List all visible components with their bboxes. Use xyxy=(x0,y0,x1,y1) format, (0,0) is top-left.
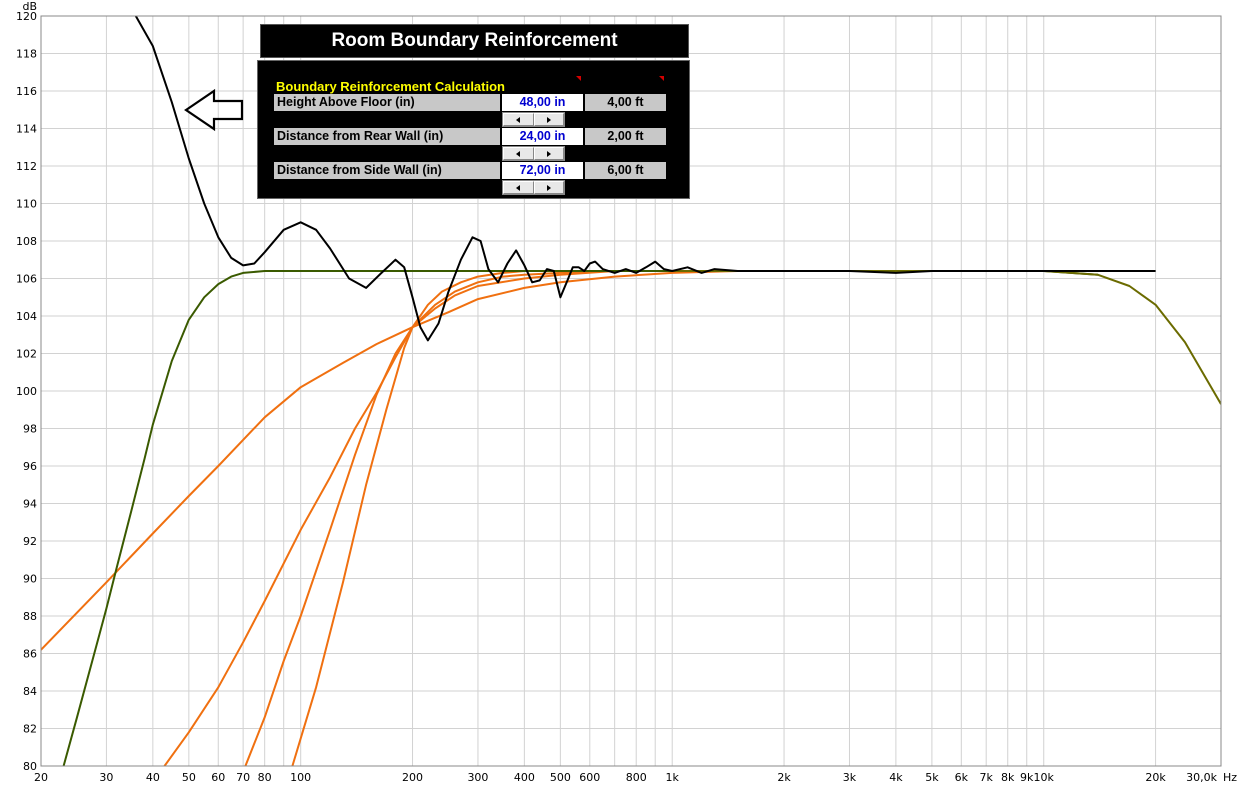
y-tick-label: 98 xyxy=(23,423,37,436)
param-label-side-wall: Distance from Side Wall (in) xyxy=(274,162,500,179)
height-spinner[interactable] xyxy=(502,112,565,127)
y-tick-label: 120 xyxy=(16,10,37,23)
x-tick-label: 200 xyxy=(402,771,423,784)
rear-wall-decrease-button[interactable] xyxy=(503,147,534,160)
x-tick-label: 400 xyxy=(514,771,535,784)
y-tick-label: 114 xyxy=(16,123,37,136)
y-tick-label: 106 xyxy=(16,273,37,286)
rear-wall-increase-button[interactable] xyxy=(533,147,564,160)
plot-border xyxy=(40,15,1222,767)
x-tick-label: 4k xyxy=(889,771,903,784)
param-row-side-wall: Distance from Side Wall (in) 72,00 in 6,… xyxy=(274,162,666,179)
side-wall-converted: 6,00 ft xyxy=(585,162,666,179)
y-tick-label: 118 xyxy=(16,48,37,61)
boundary-response-line xyxy=(163,270,673,766)
y-tick-label: 112 xyxy=(16,160,37,173)
height-converted: 4,00 ft xyxy=(585,94,666,111)
x-tick-label: 20k xyxy=(1145,771,1166,784)
combined-response-line xyxy=(134,16,1156,342)
boundary-response-line xyxy=(291,270,673,766)
x-tick-label: 50 xyxy=(182,771,196,784)
x-tick-label: 9k xyxy=(1020,771,1034,784)
x-axis-label: Hz xyxy=(1223,771,1237,784)
y-tick-label: 84 xyxy=(23,685,37,698)
arrow-right-icon xyxy=(546,150,551,157)
boundary-response-line xyxy=(41,270,738,651)
side-wall-spinner[interactable] xyxy=(502,180,565,195)
x-tick-label: 600 xyxy=(579,771,600,784)
arrow-right-icon xyxy=(546,184,551,191)
x-tick-label: 8k xyxy=(1001,771,1015,784)
red-corner-marker xyxy=(576,76,581,81)
panel-heading: Boundary Reinforcement Calculation xyxy=(276,79,505,94)
pointer-arrow-icon xyxy=(184,88,244,132)
height-input[interactable]: 48,00 in xyxy=(502,94,583,111)
y-tick-label: 100 xyxy=(16,385,37,398)
y-axis-label: dB xyxy=(22,0,37,13)
x-tick-label: 30 xyxy=(99,771,113,784)
x-tick-label: 70 xyxy=(236,771,250,784)
y-tick-label: 88 xyxy=(23,610,37,623)
x-axis: 20 30 40 50 60 70 80 100 200 300 400 500 600 800 1k 2k 3… xyxy=(34,771,1237,784)
x-tick-label: 7k xyxy=(979,771,993,784)
y-tick-label: 96 xyxy=(23,460,37,473)
window-title: Room Boundary Reinforcement xyxy=(260,24,689,58)
chart-series xyxy=(41,16,1221,766)
x-tick-label: 60 xyxy=(211,771,225,784)
x-tick-label: 800 xyxy=(626,771,647,784)
x-tick-label: 10k xyxy=(1034,771,1055,784)
height-increase-button[interactable] xyxy=(533,113,564,126)
side-wall-increase-button[interactable] xyxy=(533,181,564,194)
y-tick-label: 80 xyxy=(23,760,37,773)
x-tick-label: 5k xyxy=(925,771,939,784)
y-tick-label: 116 xyxy=(16,85,37,98)
x-tick-label: 300 xyxy=(467,771,488,784)
side-wall-input[interactable]: 72,00 in xyxy=(502,162,583,179)
speaker-response-line xyxy=(62,270,1099,766)
x-tick-label: 100 xyxy=(290,771,311,784)
x-tick-label: 40 xyxy=(146,771,160,784)
y-tick-label: 90 xyxy=(23,573,37,586)
param-label-height: Height Above Floor (in) xyxy=(274,94,500,111)
boundary-response-line xyxy=(244,270,673,766)
arrow-left-icon xyxy=(516,116,521,123)
y-tick-label: 82 xyxy=(23,723,37,736)
rolloff-response-line xyxy=(672,270,1221,405)
arrow-left-icon xyxy=(516,150,521,157)
y-axis: 80 82 84 86 88 90 92 94 96 98 100 102 104 106 108 110 11… xyxy=(16,10,37,773)
x-tick-label: 80 xyxy=(258,771,272,784)
arrow-left-icon xyxy=(516,184,521,191)
x-tick-label: 6k xyxy=(955,771,969,784)
y-tick-label: 86 xyxy=(23,648,37,661)
boundary-calculation-panel: Boundary Reinforcement Calculation Heigh… xyxy=(257,60,690,199)
x-tick-label: 3k xyxy=(843,771,857,784)
y-tick-label: 92 xyxy=(23,535,37,548)
height-decrease-button[interactable] xyxy=(503,113,534,126)
arrow-right-icon xyxy=(546,116,551,123)
x-tick-label: 20 xyxy=(34,771,48,784)
rear-wall-input[interactable]: 24,00 in xyxy=(502,128,583,145)
x-tick-label: 500 xyxy=(550,771,571,784)
param-row-height: Height Above Floor (in) 48,00 in 4,00 ft xyxy=(274,94,666,111)
y-tick-label: 110 xyxy=(16,198,37,211)
y-tick-label: 108 xyxy=(16,235,37,248)
x-tick-label: 30,0k xyxy=(1186,771,1217,784)
param-label-rear-wall: Distance from Rear Wall (in) xyxy=(274,128,500,145)
y-tick-label: 104 xyxy=(16,310,37,323)
x-tick-label: 1k xyxy=(666,771,680,784)
y-tick-label: 102 xyxy=(16,348,37,361)
y-tick-label: 94 xyxy=(23,498,37,511)
x-tick-label: 2k xyxy=(777,771,791,784)
red-corner-marker xyxy=(659,76,664,81)
param-row-rear-wall: Distance from Rear Wall (in) 24,00 in 2,… xyxy=(274,128,666,145)
rear-wall-converted: 2,00 ft xyxy=(585,128,666,145)
rear-wall-spinner[interactable] xyxy=(502,146,565,161)
side-wall-decrease-button[interactable] xyxy=(503,181,534,194)
